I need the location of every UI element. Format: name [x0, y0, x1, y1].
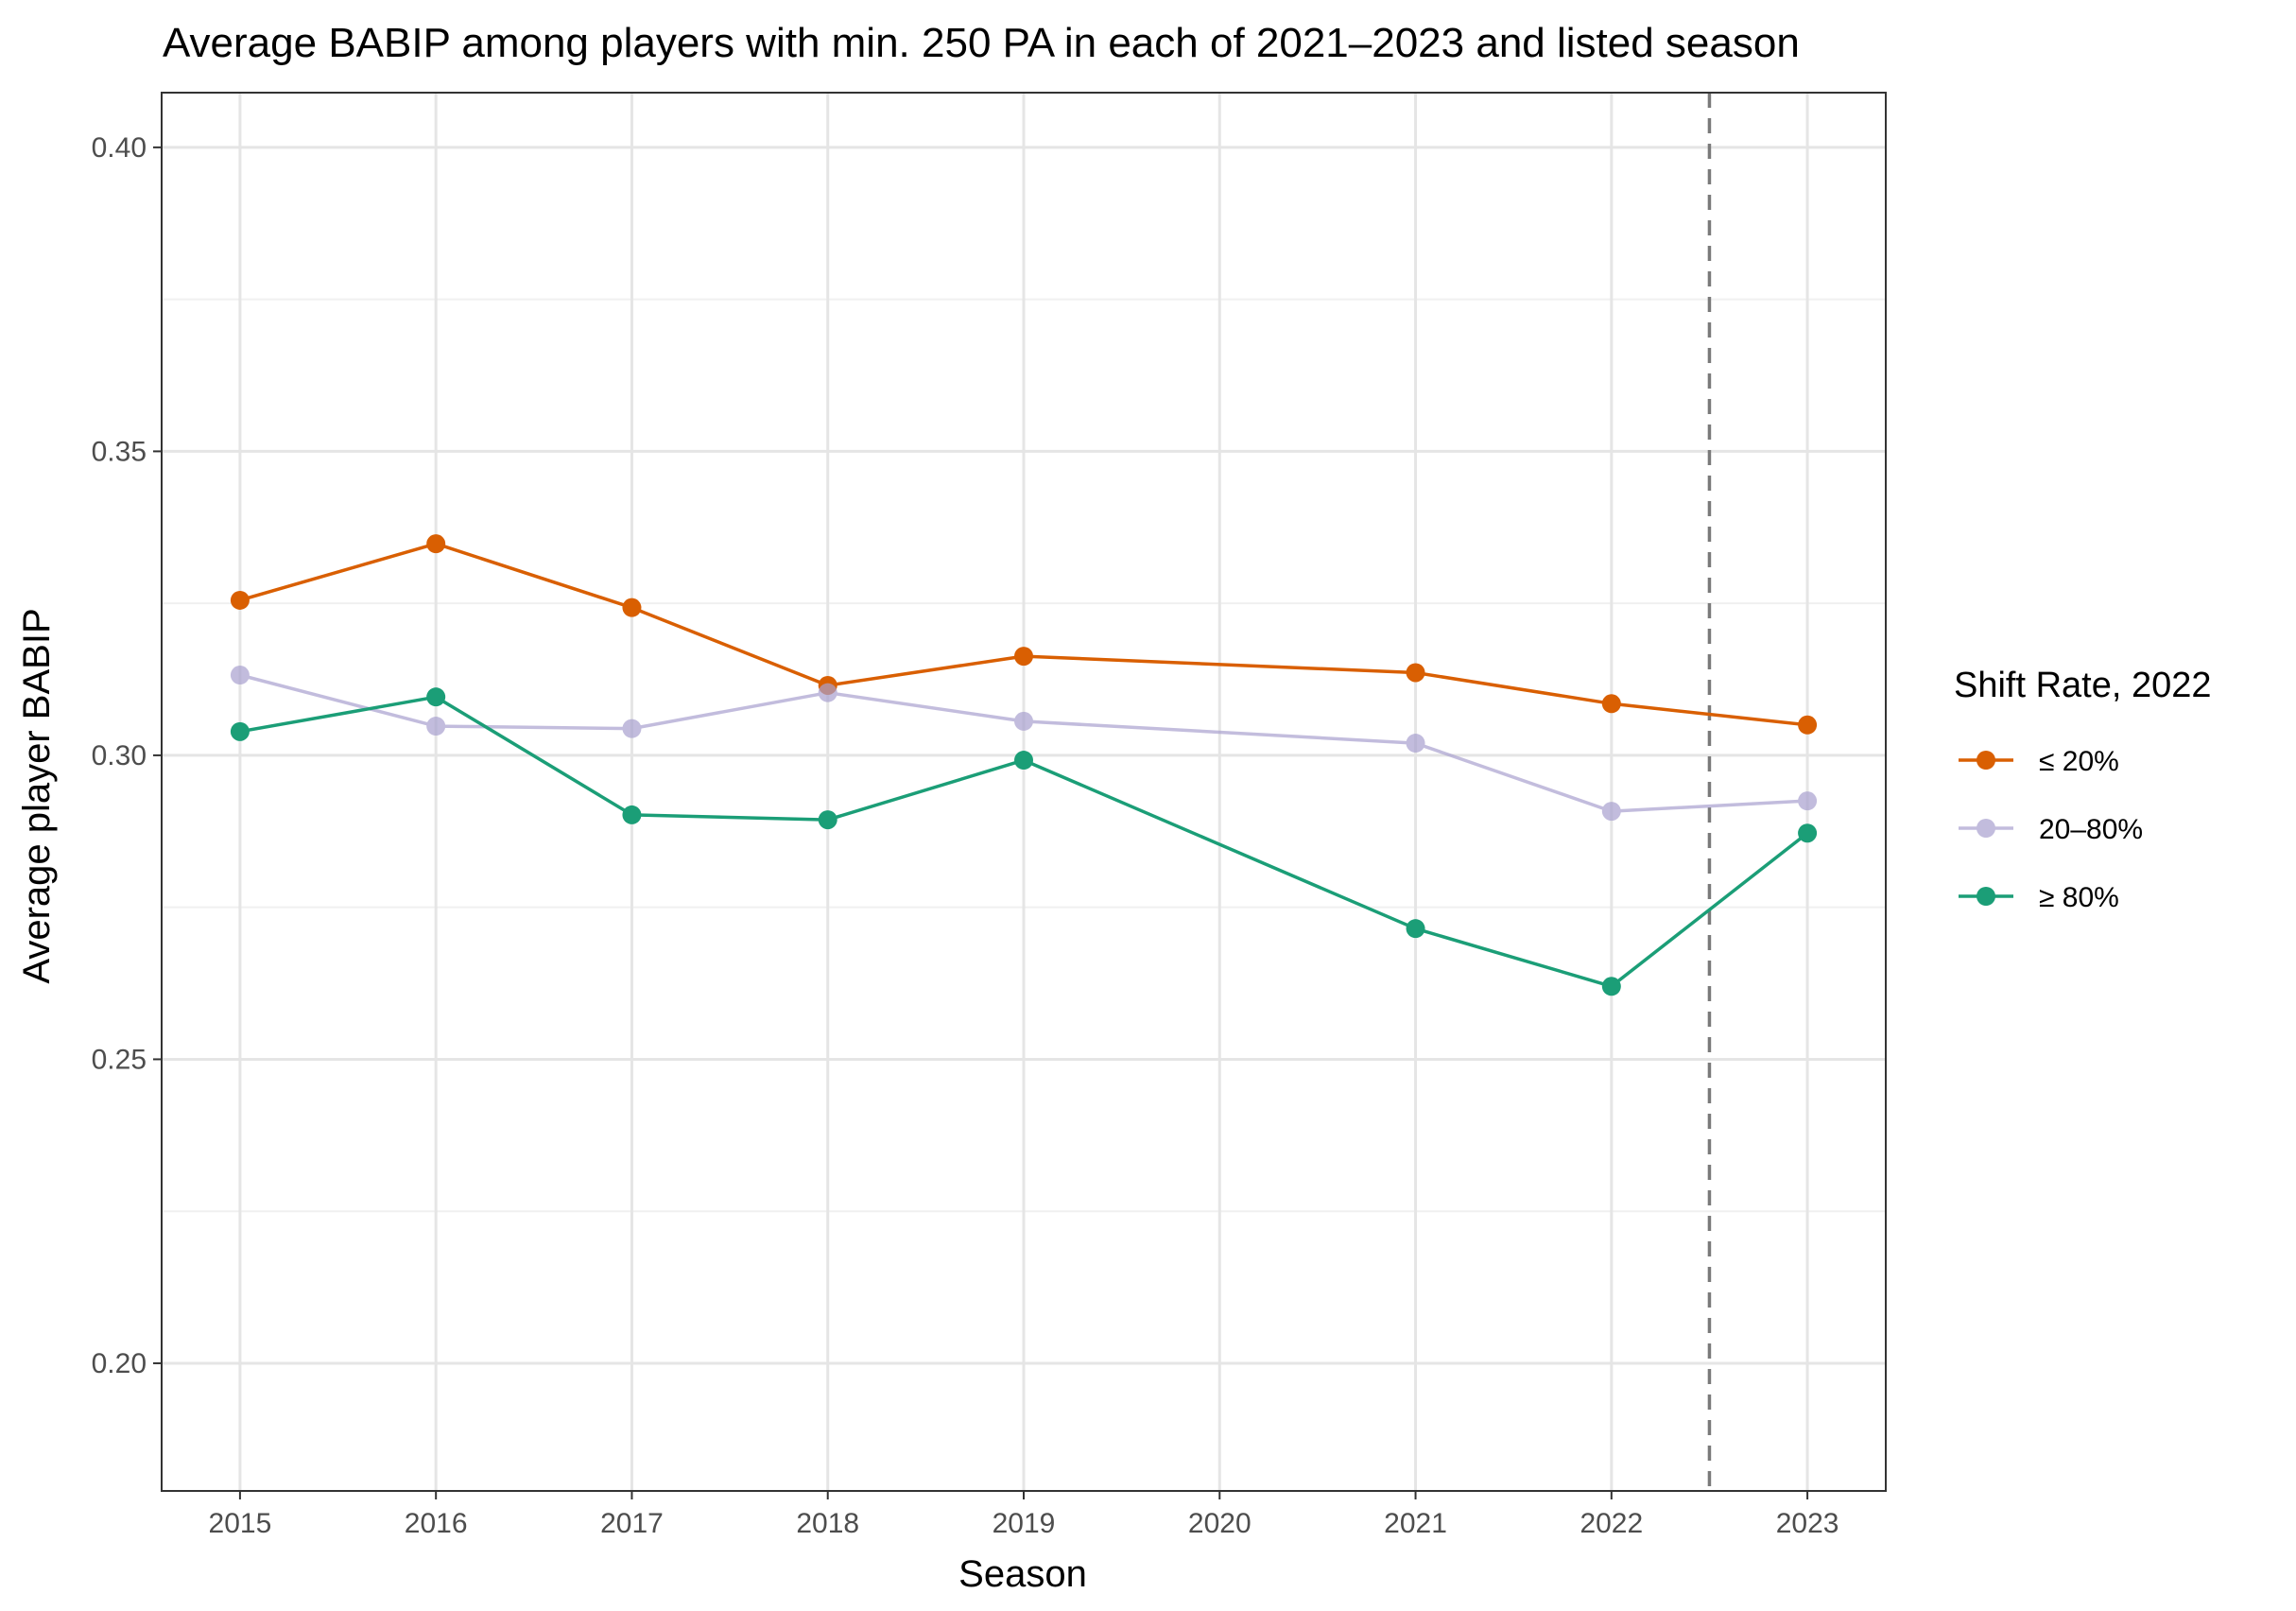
y-axis-ticks: 0.20 0.25 0.30 0.35 0.40 [92, 132, 162, 1379]
x-axis-title: Season [958, 1553, 1087, 1595]
y-tick-label: 0.35 [92, 436, 147, 467]
data-point [1406, 663, 1425, 683]
legend-label: ≤ 20% [2039, 746, 2119, 777]
legend: Shift Rate, 2022 ≤ 20% 20–80% ≥ 80% [1954, 666, 2212, 913]
legend-label: 20–80% [2039, 814, 2143, 845]
y-tick-label: 0.20 [92, 1348, 147, 1379]
series-2 [230, 687, 1818, 996]
legend-key-point [1977, 887, 1995, 906]
legend-key-point [1977, 751, 1995, 770]
data-point [1601, 694, 1621, 714]
data-point [1601, 802, 1621, 822]
data-point [1014, 711, 1033, 731]
data-point [426, 717, 446, 736]
legend-title: Shift Rate, 2022 [1954, 666, 2212, 705]
legend-key [1959, 819, 2013, 838]
series-line [239, 542, 1808, 727]
x-tick-label: 2021 [1384, 1508, 1447, 1539]
x-tick-label: 2016 [405, 1508, 468, 1539]
data-point [230, 590, 250, 610]
y-tick-label: 0.30 [92, 740, 147, 771]
data-point [426, 687, 446, 707]
data-point [230, 721, 250, 741]
data-point [1014, 751, 1033, 771]
data-point [426, 534, 446, 554]
x-tick-label: 2023 [1776, 1508, 1839, 1539]
legend-label: ≥ 80% [2039, 882, 2119, 913]
data-point [818, 810, 837, 830]
x-tick-label: 2015 [209, 1508, 272, 1539]
y-axis-title: Average player BABIP [16, 608, 58, 983]
data-point [1014, 647, 1033, 667]
series-line [239, 695, 1809, 989]
data-point [1601, 977, 1621, 996]
y-tick-label: 0.25 [92, 1044, 147, 1075]
data-point [1406, 734, 1425, 754]
series-line [239, 673, 1808, 813]
series-1 [230, 666, 1818, 822]
series-layer [230, 534, 1818, 996]
chart-title: Average BABIP among players with min. 25… [163, 20, 1800, 66]
data-point [1798, 823, 1818, 843]
data-point [1406, 919, 1425, 939]
data-point [1798, 715, 1818, 735]
data-point [1798, 791, 1818, 811]
x-axis-ticks: 2015 2016 2017 2018 2019 2020 2021 2022 2023 [209, 1491, 1839, 1539]
data-point [230, 666, 250, 685]
x-tick-label: 2017 [600, 1508, 664, 1539]
legend-key [1959, 887, 2013, 906]
x-tick-label: 2022 [1580, 1508, 1643, 1539]
legend-key [1959, 751, 2013, 770]
data-point [622, 805, 642, 824]
x-tick-label: 2020 [1188, 1508, 1252, 1539]
data-point [818, 683, 837, 702]
y-tick-label: 0.40 [92, 132, 147, 164]
legend-key-point [1977, 819, 1995, 838]
data-point [622, 598, 642, 617]
x-tick-label: 2019 [993, 1508, 1056, 1539]
data-point [622, 719, 642, 738]
x-tick-label: 2018 [796, 1508, 859, 1539]
